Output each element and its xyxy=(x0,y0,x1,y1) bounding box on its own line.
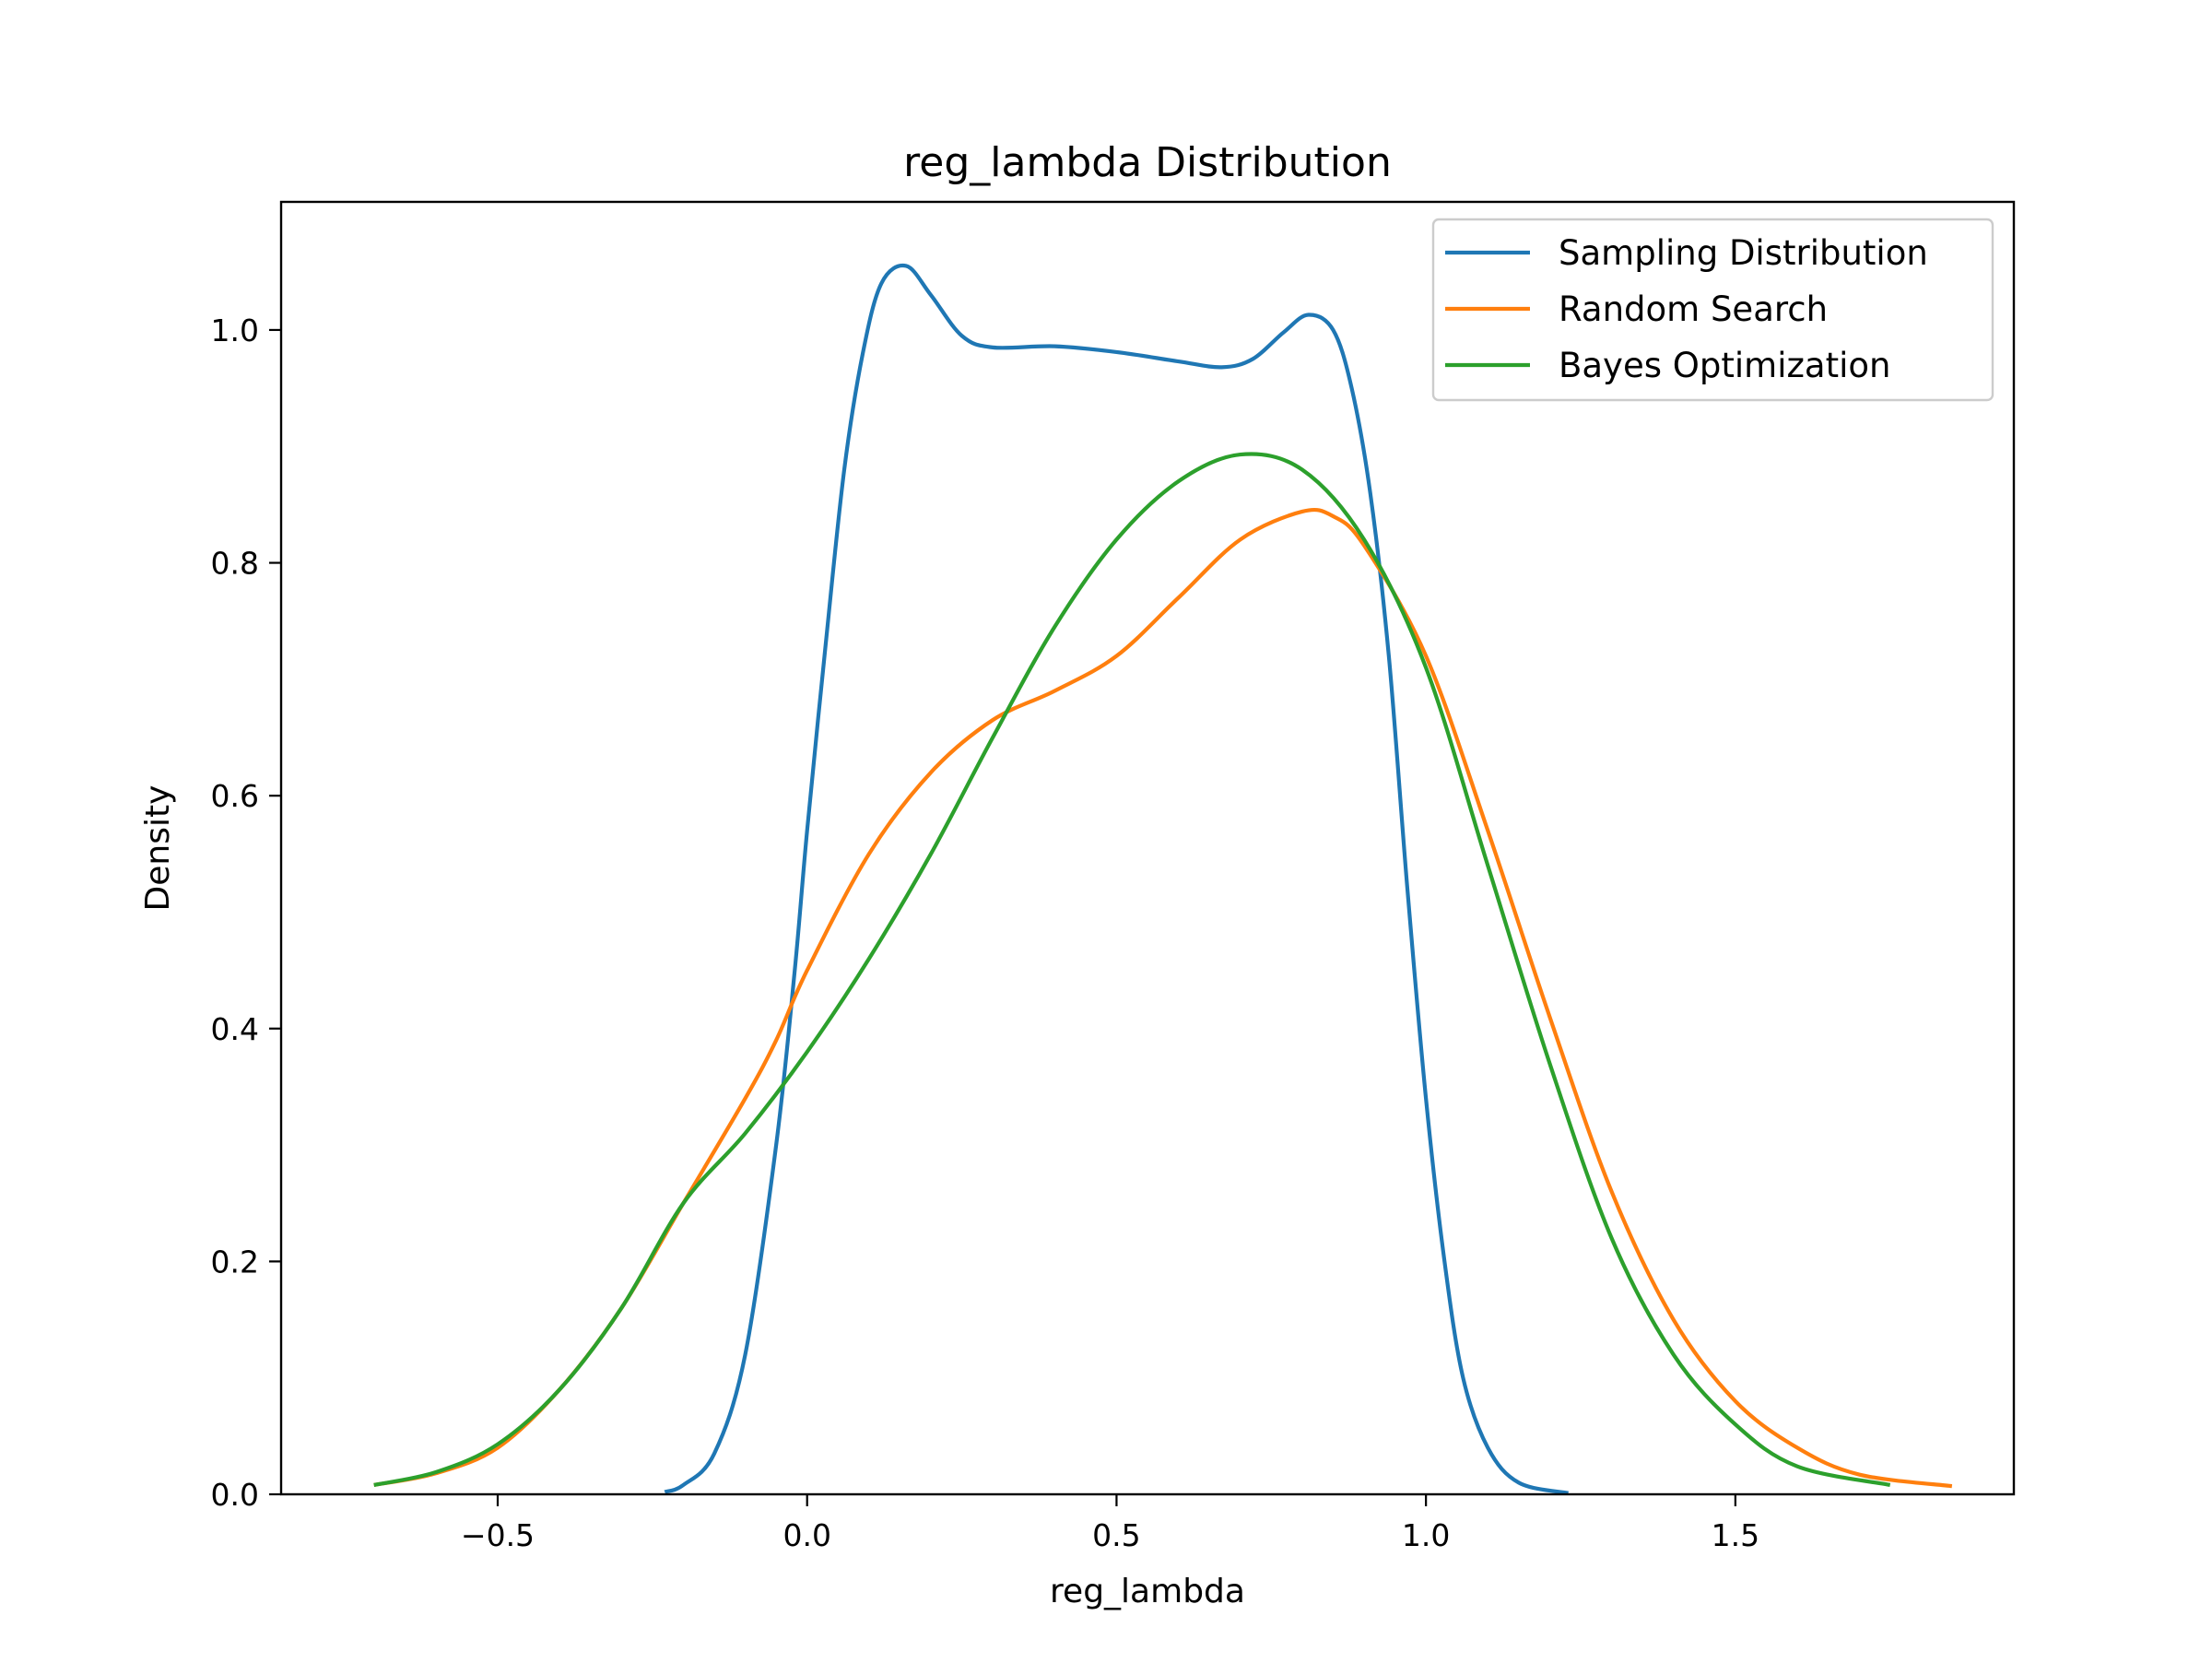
x-axis-label: reg_lambda xyxy=(1050,1573,1245,1610)
x-tick-label: 0.5 xyxy=(1092,1517,1140,1553)
y-tick-label: 1.0 xyxy=(211,313,259,348)
series-line-sampling-distribution xyxy=(664,263,1570,1495)
chart-title: reg_lambda Distribution xyxy=(903,139,1392,186)
legend-label: Random Search xyxy=(1559,289,1828,329)
legend-label: Bayes Optimization xyxy=(1559,346,1890,385)
legend-label: Sampling Distribution xyxy=(1559,233,1928,273)
y-tick-label: 0.0 xyxy=(211,1477,259,1513)
x-tick-label: 1.5 xyxy=(1712,1517,1759,1553)
series-line-random-search xyxy=(373,508,1953,1489)
plot-frame xyxy=(279,200,2016,1496)
y-axis-ticks: 0.0 0.2 0.4 0.6 0.8 1.0 xyxy=(211,313,281,1513)
x-tick-label: −0.5 xyxy=(461,1517,535,1553)
x-tick-label: 1.0 xyxy=(1402,1517,1450,1553)
legend-box xyxy=(1431,218,1994,402)
y-tick-label: 0.4 xyxy=(211,1011,259,1047)
x-tick-label: 0.0 xyxy=(782,1517,830,1553)
plot-area xyxy=(373,263,1953,1495)
y-tick-label: 0.8 xyxy=(211,546,259,582)
y-tick-label: 0.2 xyxy=(211,1244,259,1280)
y-axis-label: Density xyxy=(139,785,177,912)
legend: Sampling Distribution Random Search Bayes … xyxy=(1431,218,1994,402)
series-line-bayes-optimization xyxy=(373,452,1891,1487)
y-tick-label: 0.6 xyxy=(211,778,259,814)
x-axis-ticks: −0.5 0.0 0.5 1.0 1.5 xyxy=(461,1494,1759,1553)
